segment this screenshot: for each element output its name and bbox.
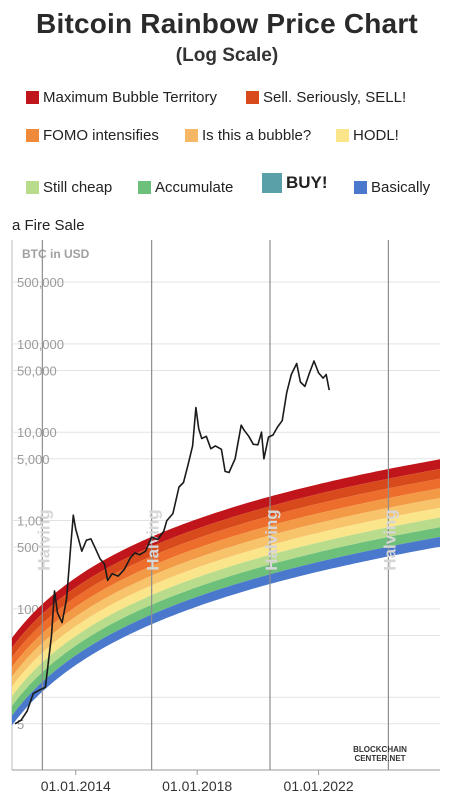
halving-label: Halving <box>380 509 399 570</box>
legend-item-bubble: Is this a bubble? <box>185 127 311 144</box>
legend-item-basically: Basically <box>354 179 430 196</box>
chart-title: Bitcoin Rainbow Price Chart <box>36 8 418 39</box>
legend-label-fire-sale: a Fire Sale <box>12 217 85 234</box>
legend-swatch <box>138 181 151 194</box>
legend-item-buy: BUY! <box>262 173 328 193</box>
legend-swatch <box>354 181 367 194</box>
btc-price-line <box>14 360 330 725</box>
legend-item-fomo: FOMO intensifies <box>26 127 159 144</box>
legend-swatch <box>185 129 198 142</box>
watermark-logo-line2: CENTER.NET <box>354 754 405 763</box>
halving-label: Halving <box>262 509 281 570</box>
y-tick-label: 500,000 <box>17 275 64 290</box>
legend-label: FOMO intensifies <box>43 127 159 144</box>
legend-swatch <box>26 91 39 104</box>
halving-label: Halving <box>34 509 53 570</box>
legend-swatch <box>262 173 282 193</box>
legend-label: Sell. Seriously, SELL! <box>263 89 407 106</box>
rainbow-chart: 500,000100,00050,00010,0005,0001,0050010… <box>11 240 440 794</box>
legend-label: BUY! <box>286 173 328 192</box>
legend-label: Basically <box>371 179 431 196</box>
watermark-logo: BLOCKCHAIN <box>353 745 407 754</box>
y-tick-label: 5,000 <box>17 452 50 467</box>
legend-item-sell: Sell. Seriously, SELL! <box>246 89 406 106</box>
legend-swatch <box>26 129 39 142</box>
legend-label: Is this a bubble? <box>202 127 312 144</box>
chart-subtitle: (Log Scale) <box>175 45 279 66</box>
halving-label: Halving <box>144 509 163 570</box>
legend-item-still-cheap: Still cheap <box>26 179 112 196</box>
y-axis-label: BTC in USD <box>22 247 90 261</box>
x-tick-label: 01.01.2022 <box>284 778 354 794</box>
legend-item-maximum-bubble: Maximum Bubble Territory <box>26 89 217 106</box>
x-tick-label: 01.01.2018 <box>162 778 232 794</box>
y-tick-label: 100,000 <box>17 337 64 352</box>
legend-swatch <box>336 129 349 142</box>
legend-label: Accumulate <box>155 179 234 196</box>
legend-item-accumulate: Accumulate <box>138 179 233 196</box>
legend-swatch <box>246 91 259 104</box>
legend-label: Maximum Bubble Territory <box>43 89 217 106</box>
legend-label: HODL! <box>353 127 399 144</box>
legend-item-hodl: HODL! <box>336 127 399 144</box>
legend-label: Still cheap <box>43 179 113 196</box>
x-tick-label: 01.01.2014 <box>41 778 111 794</box>
legend-swatch <box>26 181 39 194</box>
y-tick-label: 500 <box>17 540 39 555</box>
y-tick-label: 50,000 <box>17 363 57 378</box>
y-tick-label: 10,000 <box>17 425 57 440</box>
y-tick-label: 1,00 <box>17 514 42 529</box>
y-tick-label: 5 <box>17 717 24 732</box>
